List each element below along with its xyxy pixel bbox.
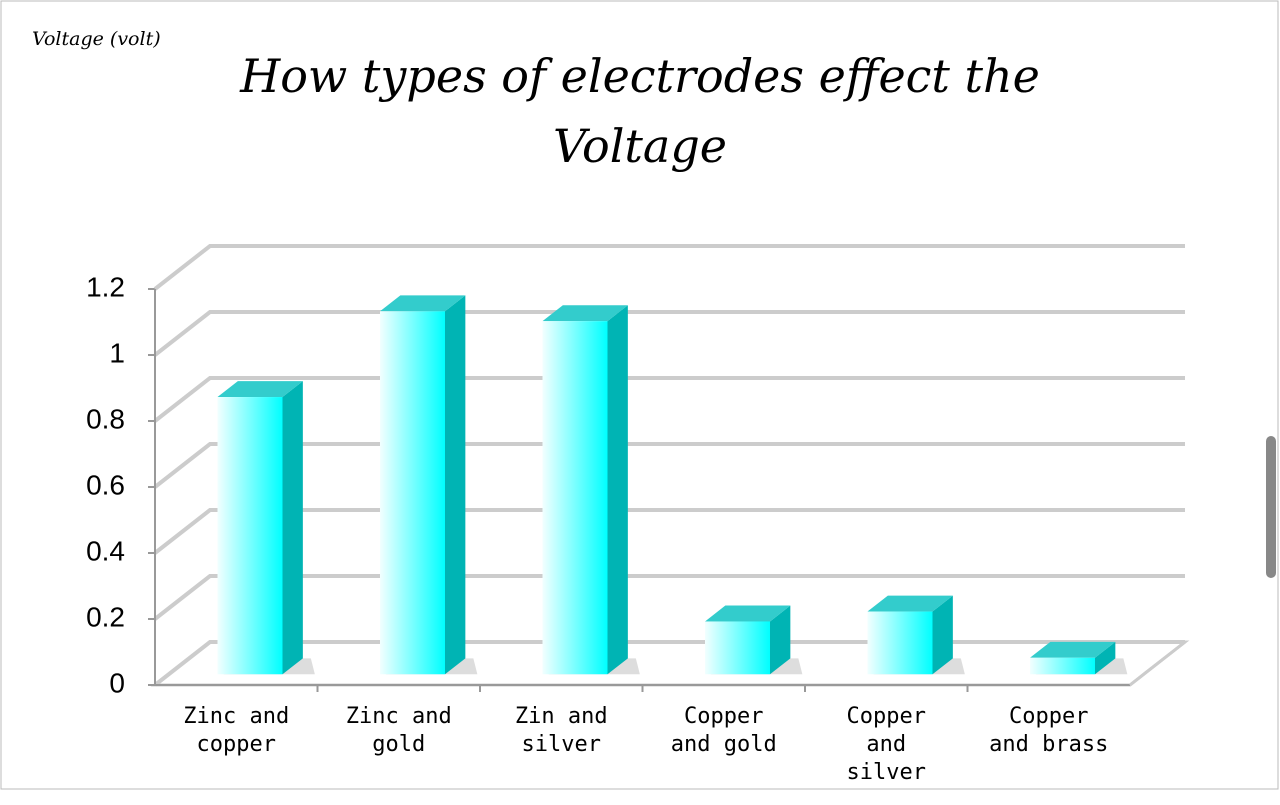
bar-top <box>380 295 466 312</box>
bar-side <box>770 605 791 675</box>
grid-line <box>153 376 1185 423</box>
bar <box>867 611 933 675</box>
bar <box>705 621 770 675</box>
y-tick-label: 1 <box>109 337 125 368</box>
bar <box>1030 657 1095 675</box>
bar <box>380 311 445 675</box>
grid-line <box>153 244 1185 291</box>
grid-line <box>153 442 1185 489</box>
x-tick-label: Zinc and gold <box>346 704 452 757</box>
x-tick-label: Zin and silver <box>515 704 608 757</box>
y-tick-label: 0.2 <box>86 601 125 632</box>
bar-side <box>282 381 303 675</box>
y-tick-label: 1.2 <box>86 271 125 302</box>
x-tick-label: Copper and brass <box>989 704 1108 757</box>
bar <box>542 321 608 675</box>
bar-top <box>867 595 953 612</box>
x-tick-label: Copper and gold <box>671 704 777 757</box>
y-tick-label: 0.4 <box>86 535 125 566</box>
bar-top <box>705 605 791 622</box>
grid-line <box>153 640 1185 687</box>
bar-side <box>932 595 953 675</box>
y-tick-label: 0.6 <box>86 469 125 500</box>
bar-side <box>1095 641 1116 675</box>
bar-side <box>607 305 628 675</box>
y-tick-label: 0.8 <box>86 403 125 434</box>
bar <box>217 397 283 675</box>
scrollbar[interactable] <box>1266 436 1276 578</box>
plot: 0 0.2 0.4 0.6 0.8 1 1.2 Zinc and copper Zinc and g… <box>86 244 1190 785</box>
y-tick-label: 0 <box>109 667 125 698</box>
grid-line <box>153 574 1185 621</box>
bar-top <box>542 305 628 322</box>
bar-side <box>445 295 466 675</box>
chart-title: How types of electrodes effect the Voltag… <box>239 49 1040 173</box>
x-tick-label: Zinc and copper <box>183 704 289 757</box>
x-tick-label: Copper and silver <box>847 704 926 785</box>
grid-line <box>153 310 1185 357</box>
bar-top <box>1030 641 1116 658</box>
grid-line <box>153 508 1185 555</box>
bar-top <box>217 381 303 398</box>
y-axis-label: Voltage (volt) <box>32 28 161 50</box>
floor-end <box>1129 640 1186 687</box>
